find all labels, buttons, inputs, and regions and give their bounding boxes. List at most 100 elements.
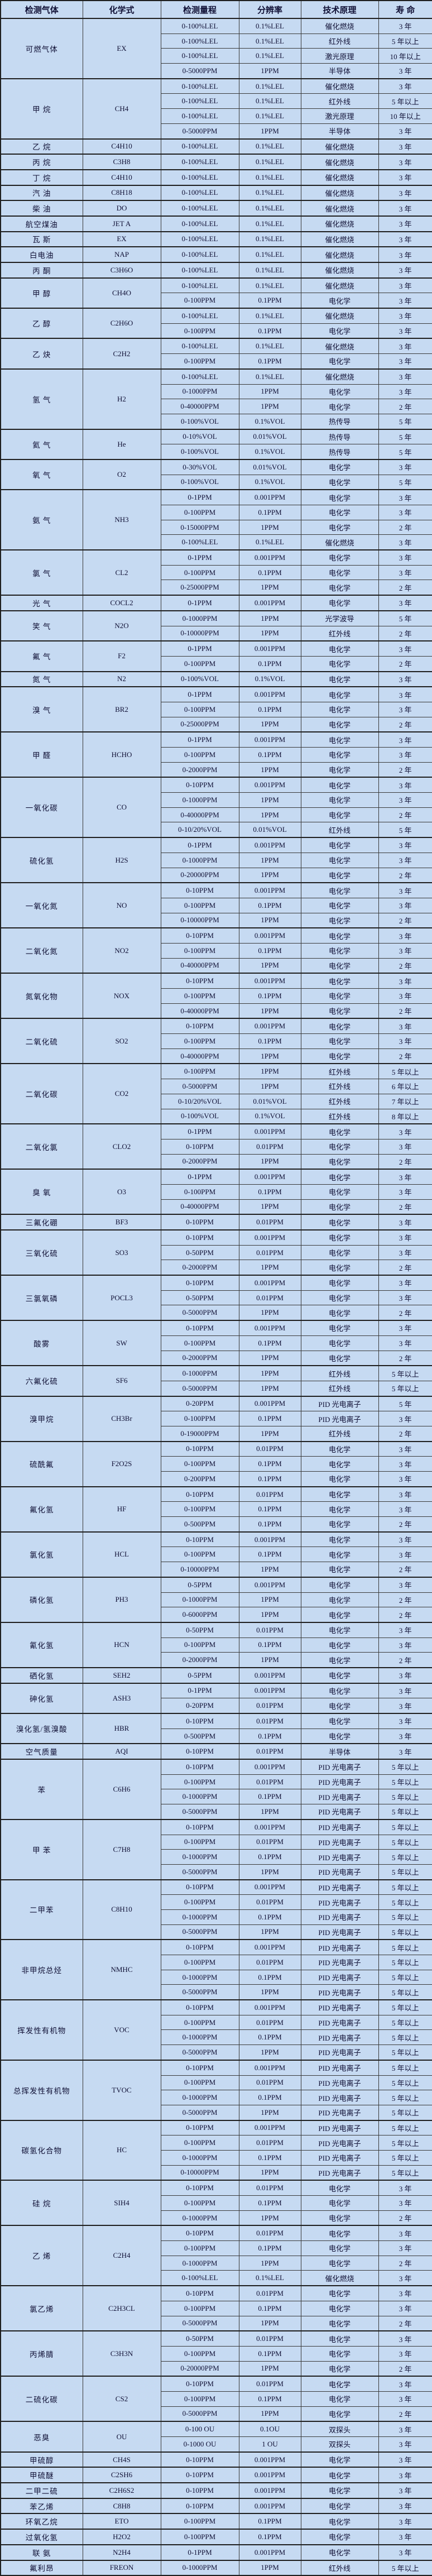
formula-cell: C4H10 [82, 169, 161, 186]
range-cell: 0-2000PPM [160, 1652, 239, 1668]
range-cell: 0-5PPM [160, 1667, 239, 1684]
principle-cell: 电化学 [300, 2240, 379, 2256]
principle-cell: PID 光电离子 [300, 1894, 379, 1910]
resolution-cell: 0.001PPM [238, 777, 301, 793]
range-cell: 0-30%VOL [160, 458, 239, 475]
gas-name-cell: 氧 气 [0, 458, 83, 490]
gas-name-cell: 氮 气 [0, 671, 83, 687]
range-cell: 0-10PPM [160, 1229, 239, 1246]
principle-cell: 电化学 [300, 747, 379, 763]
gas-name-cell: 白电油 [0, 246, 83, 263]
range-cell: 0-1000PPM [160, 2090, 239, 2105]
resolution-cell: 0.1%VOL [238, 444, 301, 460]
principle-cell: 电化学 [300, 2285, 379, 2301]
table-row: 甲 醇 CH4O 0-100%LEL 0.1%LEL 催化燃烧 3 年 [0, 277, 432, 309]
principle-cell: 电化学 [300, 973, 379, 989]
gas-name-cell: 溴 气 [0, 686, 83, 732]
range-cell: 0-100PPM [160, 897, 239, 913]
gas-name-cell: 苯 [0, 1759, 83, 1820]
principle-cell: 催化燃烧 [300, 368, 379, 385]
lifespan-cell: 3 年 [378, 1546, 432, 1563]
lifespan-cell: 2 年 [378, 762, 432, 778]
formula-cell: C2H4 [82, 2225, 161, 2286]
principle-cell: 激光原理 [300, 108, 379, 124]
lifespan-cell: 3 年 [378, 927, 432, 944]
lifespan-cell: 3 年 [378, 184, 432, 201]
resolution-cell: 0.01PPM [238, 1774, 301, 1790]
resolution-cell: 1PPM [238, 1260, 301, 1276]
gas-name-cell: 航空煤油 [0, 215, 83, 232]
lifespan-cell: 5 年 [378, 474, 432, 490]
principle-cell: 电化学 [300, 1199, 379, 1215]
lifespan-cell: 5 年以上 [378, 1759, 432, 1775]
formula-cell: NMHC [82, 1939, 161, 2000]
principle-cell: 电化学 [300, 2195, 379, 2211]
range-cell: 0-100%LEL [160, 246, 239, 263]
gas-name-cell: 氰化氢 [0, 1621, 83, 1668]
range-cell: 0-5000PPM [160, 63, 239, 79]
lifespan-cell: 3 年 [378, 792, 432, 808]
table-row: 0-5000PPM 1PPM PID 光电离子 5 年以上 [1, 1924, 432, 1940]
range-cell: 0-25000PPM [160, 716, 239, 732]
lifespan-cell: 3 年 [378, 777, 432, 793]
principle-cell: 催化燃烧 [300, 338, 379, 355]
range-cell: 0-100PPM [160, 2075, 239, 2091]
gas-name-cell: 氢 气 [0, 368, 83, 430]
formula-cell: C3H6O [82, 262, 161, 279]
gas-name-cell: 空气质量 [0, 1743, 83, 1760]
table-row: 氯乙烯 C2H3CL 0-10PPM 0.01PPM 电化学 3 年 [0, 2285, 432, 2331]
range-cell: 0-100PPM [160, 655, 239, 672]
lifespan-cell: 3 年 [378, 2451, 432, 2468]
lifespan-cell: 3 年 [378, 78, 432, 94]
gas-name-cell: 二氧化氮 [0, 927, 83, 974]
range-cell: 0-1000PPM [160, 1969, 239, 1985]
principle-cell: 催化燃烧 [300, 231, 379, 247]
principle-cell: 电化学 [300, 2391, 379, 2407]
principle-cell: 红外线 [300, 1079, 379, 1094]
table-row: 丙 酮 C3H6O 0-100%LEL 0.1%LEL 催化燃烧 3 年 [0, 262, 432, 279]
principle-cell: 红外线 [300, 1365, 379, 1381]
principle-cell: PID 光电离子 [300, 2165, 379, 2181]
principle-cell: 电化学 [300, 458, 379, 475]
lifespan-cell: 8 年以上 [378, 1108, 432, 1124]
range-cell: 0-100PPM [160, 2240, 239, 2256]
resolution-cell: 0.1%VOL [238, 413, 301, 430]
principle-cell: 电化学 [300, 1290, 379, 1306]
formula-cell: CL2 [82, 549, 161, 596]
principle-cell: 电化学 [300, 1244, 379, 1261]
range-cell: 0-2000PPM [160, 1260, 239, 1276]
range-cell: 0-100%LEL [160, 2270, 239, 2286]
lifespan-cell: 3 年 [378, 154, 432, 170]
table-row: 氟化氢 HF 0-10PPM 0.01PPM 电化学 3 年 [0, 1486, 432, 1533]
principle-cell: 电化学 [300, 2210, 379, 2226]
resolution-cell: 0.01PPM [238, 2285, 301, 2301]
range-cell: 0-10PPM [160, 1440, 239, 1457]
lifespan-cell: 5 年以上 [378, 1879, 432, 1895]
formula-cell: HF [82, 1486, 161, 1533]
resolution-cell: 0.001PPM [238, 1395, 301, 1412]
resolution-cell: 0.01%VOL [238, 428, 301, 445]
range-cell: 0-100%LEL [160, 200, 239, 217]
gas-name-cell: 氮氧化物 [0, 973, 83, 1019]
principle-cell: PID 光电离子 [300, 1909, 379, 1925]
lifespan-cell: 3 年 [378, 1244, 432, 1261]
table-row: 三氯氧磷 POCL3 0-10PPM 0.001PPM 电化学 3 年 [0, 1275, 432, 1321]
principle-cell: PID 光电离子 [300, 2135, 379, 2151]
range-cell: 0-100PPM [160, 353, 239, 370]
table-row: 0-40000PPM 1PPM 电化学 2 年 [1, 1003, 432, 1019]
range-cell: 0-5000PPM [160, 123, 239, 140]
table-row: 总挥发性有机物 TVOC 0-10PPM 0.001PPM PID 光电离子 5 年以上 [0, 2059, 432, 2121]
table-row: 硒化氢 SEH2 0-5PPM 0.001PPM 电化学 3 年 [0, 1667, 432, 1684]
table-row: 0-1000PPM 0.1PPM PID 光电离子 5 年以上 [1, 2149, 432, 2166]
resolution-cell: 0.1%LEL [238, 17, 301, 34]
gas-name-cell: 六氟化硫 [0, 1365, 83, 1397]
resolution-cell: 1PPM [238, 2255, 301, 2271]
table-row: 氮 气 N2 0-100%VOL 0.1%VOL 电化学 3 年 [0, 671, 432, 687]
formula-cell: BF3 [82, 1214, 161, 1230]
resolution-cell: 1PPM [238, 867, 301, 883]
range-cell: 0-100PPM [160, 2513, 239, 2530]
resolution-cell: 0.1%LEL [238, 215, 301, 232]
range-cell: 0-500PPM [160, 1516, 239, 1533]
range-cell: 0-10PPM [160, 1759, 239, 1775]
principle-cell: 电化学 [300, 1260, 379, 1276]
